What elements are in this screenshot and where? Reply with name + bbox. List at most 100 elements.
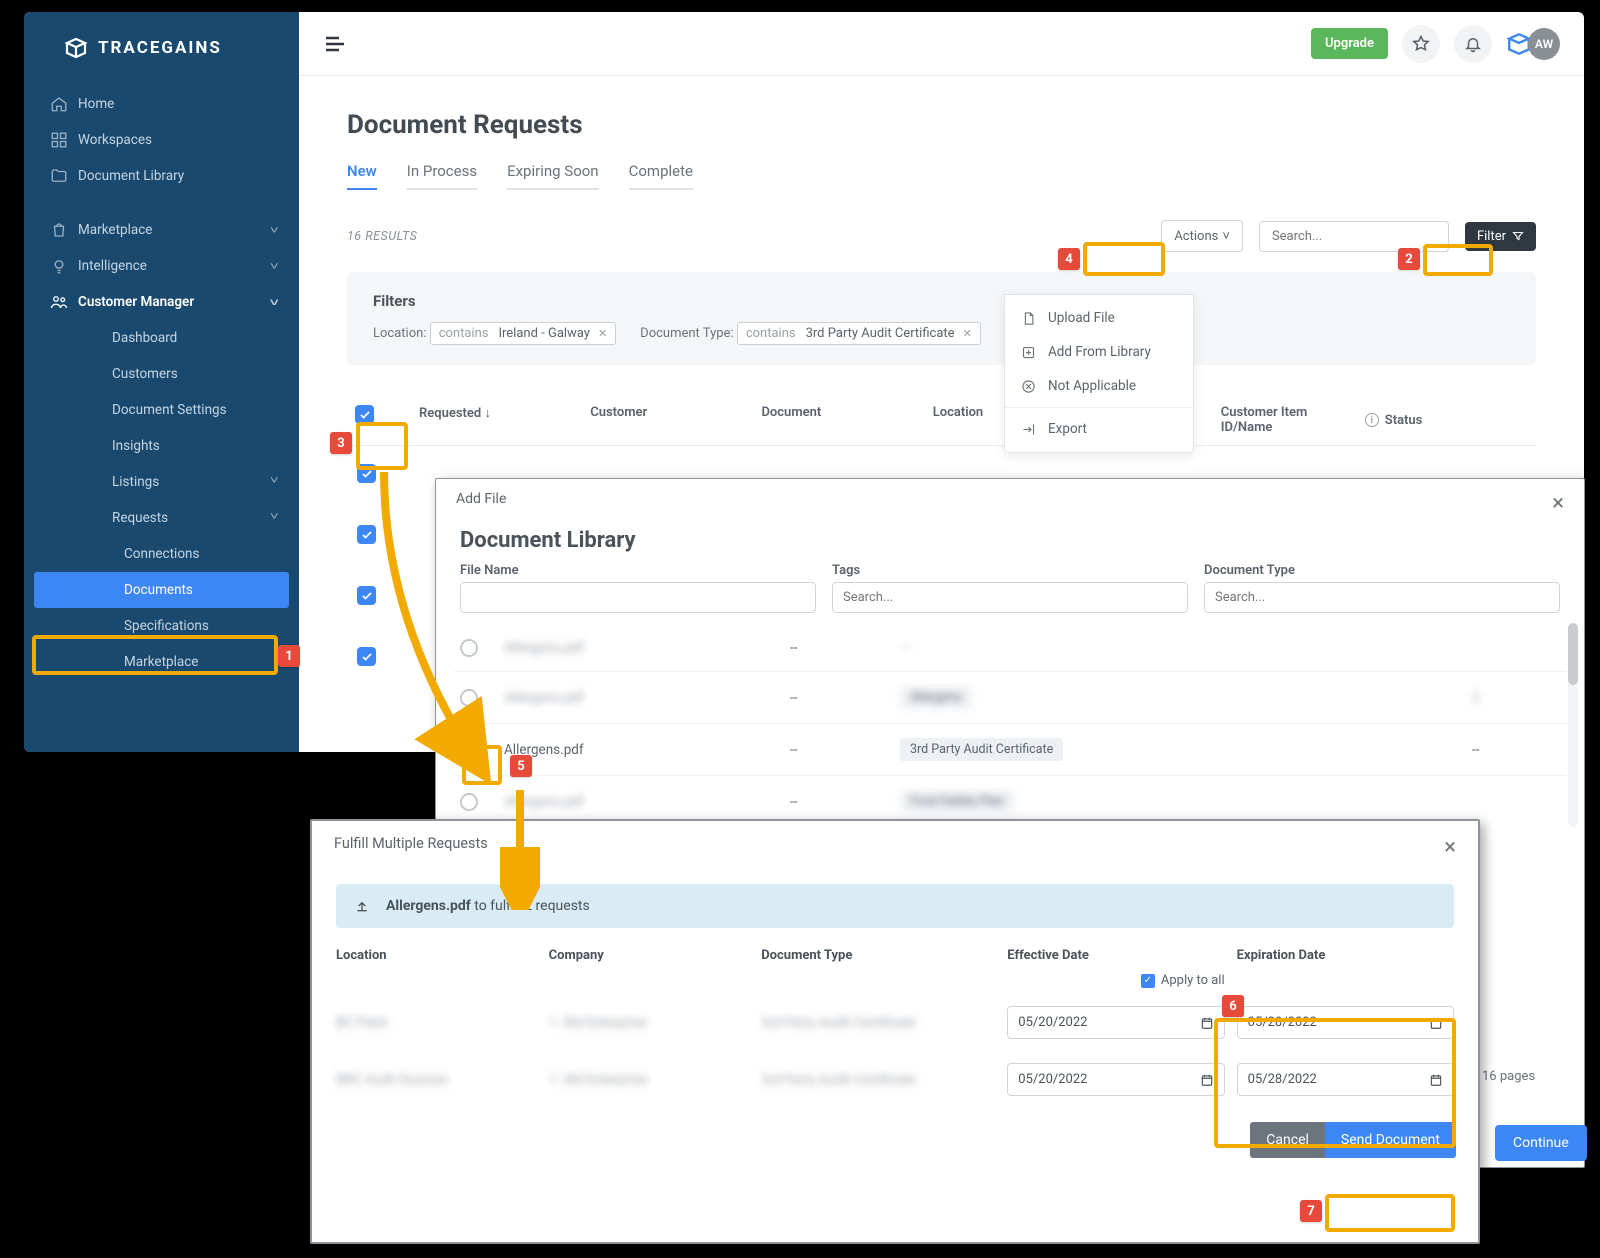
lib-row[interactable]: Allergens.pdf--— <box>454 625 1566 671</box>
lib-rows: Allergens.pdf--— Allergens.pdf--Allergen… <box>436 623 1584 827</box>
tabs: New In Process Expiring Soon Complete <box>347 162 1536 190</box>
actions-menu: Upload File Add From Library Not Applica… <box>1004 294 1194 453</box>
upgrade-button[interactable]: Upgrade <box>1311 28 1388 59</box>
menu-toggle-icon[interactable] <box>323 32 347 56</box>
row-checkbox[interactable] <box>357 586 376 605</box>
folder-icon <box>50 167 68 185</box>
filters-panel: Filters Location: containsIreland - Galw… <box>347 272 1536 365</box>
arrow-3-to-5 <box>378 468 518 788</box>
menu-export[interactable]: Export <box>1005 412 1193 446</box>
continue-button[interactable]: Continue <box>1495 1125 1587 1161</box>
sub-connections[interactable]: Connections <box>24 536 299 572</box>
sub-marketplace2[interactable]: Marketplace <box>24 644 299 680</box>
tab-new[interactable]: New <box>347 162 377 190</box>
bag-icon <box>50 221 68 239</box>
select-all-checkbox[interactable] <box>355 405 374 424</box>
callout-7: 7 <box>1300 1200 1322 1222</box>
chip-doctype-remove-icon[interactable]: ✕ <box>963 327 972 340</box>
row-checkbox[interactable] <box>357 464 376 483</box>
sub-specifications[interactable]: Specifications <box>24 608 299 644</box>
expiration-date-input[interactable]: 05/28/2022 <box>1237 1063 1454 1096</box>
effective-date-input[interactable]: 05/20/2022 <box>1007 1006 1224 1039</box>
calendar-icon <box>1429 1016 1443 1030</box>
effective-date-input[interactable]: 05/20/2022 <box>1007 1063 1224 1096</box>
sub-customers[interactable]: Customers <box>24 356 299 392</box>
doctype-label: Document Type <box>1204 563 1560 578</box>
bell-button[interactable] <box>1454 25 1492 63</box>
cancel-button[interactable]: Cancel <box>1250 1122 1325 1158</box>
brand: TRACEGAINS <box>24 12 299 82</box>
row-checkbox[interactable] <box>357 647 376 666</box>
sub-dashboard[interactable]: Dashboard <box>24 320 299 356</box>
filter-icon <box>1512 230 1524 242</box>
chip-doctype[interactable]: contains3rd Party Audit Certificate✕ <box>737 322 981 345</box>
results-count: 16 RESULTS <box>347 229 417 244</box>
plus-square-icon <box>1021 345 1036 360</box>
filter-button[interactable]: Filter <box>1465 222 1536 251</box>
chip-location[interactable]: containsIreland - Galway✕ <box>430 322 616 345</box>
tags-input[interactable] <box>832 582 1188 613</box>
filter-doctype: Document Type: contains3rd Party Audit C… <box>640 322 981 345</box>
lib-row[interactable]: Allergens.pdf--Allergens2 <box>454 671 1566 723</box>
table-head: Requested ↓ Customer Document Location I… <box>347 395 1536 446</box>
row-radio[interactable] <box>460 793 478 811</box>
callout-5: 5 <box>510 755 532 777</box>
menu-add-from-library[interactable]: Add From Library <box>1005 335 1193 369</box>
callout-6: 6 <box>1222 995 1244 1017</box>
modal2-title: Fulfill Multiple Requests <box>334 835 488 860</box>
search-input[interactable] <box>1259 221 1449 252</box>
expiration-date-input[interactable]: 05/28/2022 <box>1237 1006 1454 1039</box>
nav-customer-manager[interactable]: Customer Manager <box>24 284 299 320</box>
grid-icon <box>50 131 68 149</box>
tag-chip: 3rd Party Audit Certificate <box>900 738 1063 761</box>
people-icon <box>50 293 68 311</box>
filters-title: Filters <box>373 292 1510 310</box>
topbar-right: Upgrade AW <box>1311 25 1560 63</box>
doctype-input[interactable] <box>1204 582 1560 613</box>
actions-button[interactable]: Actions˅ <box>1161 220 1243 252</box>
lib-filters: File Name Tags Document Type <box>436 559 1584 623</box>
send-document-button[interactable]: Send Document <box>1325 1122 1456 1158</box>
row-checkbox[interactable] <box>357 525 376 544</box>
modal-fulfill: Fulfill Multiple Requests× Allergens.pdf… <box>310 819 1480 1244</box>
callout-2: 2 <box>1398 248 1420 270</box>
file-icon <box>1021 311 1036 326</box>
calendar-icon <box>1200 1016 1214 1030</box>
lib-row-selected[interactable]: Allergens.pdf--3rd Party Audit Certifica… <box>454 723 1566 775</box>
export-icon <box>1021 422 1036 437</box>
nav-workspaces[interactable]: Workspaces <box>24 122 299 158</box>
home-icon <box>50 95 68 113</box>
apply-all-checkbox[interactable]: ✓ <box>1141 974 1155 988</box>
sub-doc-settings[interactable]: Document Settings <box>24 392 299 428</box>
nav-document-library[interactable]: Document Library <box>24 158 299 194</box>
fulfill-row: BRC Audit Sources 1. Std Enterprise 3rd … <box>336 1051 1454 1108</box>
modal1-close-icon[interactable]: × <box>1552 491 1564 516</box>
tab-complete[interactable]: Complete <box>629 162 693 190</box>
star-button[interactable] <box>1402 25 1440 63</box>
menu-not-applicable[interactable]: Not Applicable <box>1005 369 1193 403</box>
nav-intelligence[interactable]: Intelligence <box>24 248 299 284</box>
callout-1: 1 <box>278 645 300 667</box>
chevron-down-icon: ˅ <box>1222 228 1230 244</box>
arrow-5-to-banner <box>500 790 540 910</box>
sidebar: TRACEGAINS Home Workspaces Document Libr… <box>24 12 299 752</box>
fulfill-row: BC Plant 1. Std Enterprise 3rd Party Aud… <box>336 994 1454 1051</box>
cm-children: Dashboard Customers Document Settings In… <box>24 320 299 680</box>
topbar: Upgrade AW <box>299 12 1584 76</box>
sub-documents[interactable]: Documents <box>34 572 289 608</box>
lib-scrollbar[interactable] <box>1568 623 1578 827</box>
nav-home[interactable]: Home <box>24 86 299 122</box>
nav-marketplace[interactable]: Marketplace <box>24 212 299 248</box>
chip-location-remove-icon[interactable]: ✕ <box>598 327 607 340</box>
sub-requests[interactable]: Requests <box>24 500 299 536</box>
toolbar: 16 RESULTS Actions˅ Filter <box>347 220 1536 252</box>
sub-insights[interactable]: Insights <box>24 428 299 464</box>
tab-expiring[interactable]: Expiring Soon <box>507 162 599 190</box>
callout-3: 3 <box>330 432 352 454</box>
sub-listings[interactable]: Listings <box>24 464 299 500</box>
menu-upload-file[interactable]: Upload File <box>1005 301 1193 335</box>
tab-in-process[interactable]: In Process <box>407 162 477 190</box>
modal2-close-icon[interactable]: × <box>1444 835 1456 860</box>
filter-location: Location: containsIreland - Galway✕ <box>373 322 616 345</box>
avatar-group[interactable]: AW <box>1506 28 1560 60</box>
